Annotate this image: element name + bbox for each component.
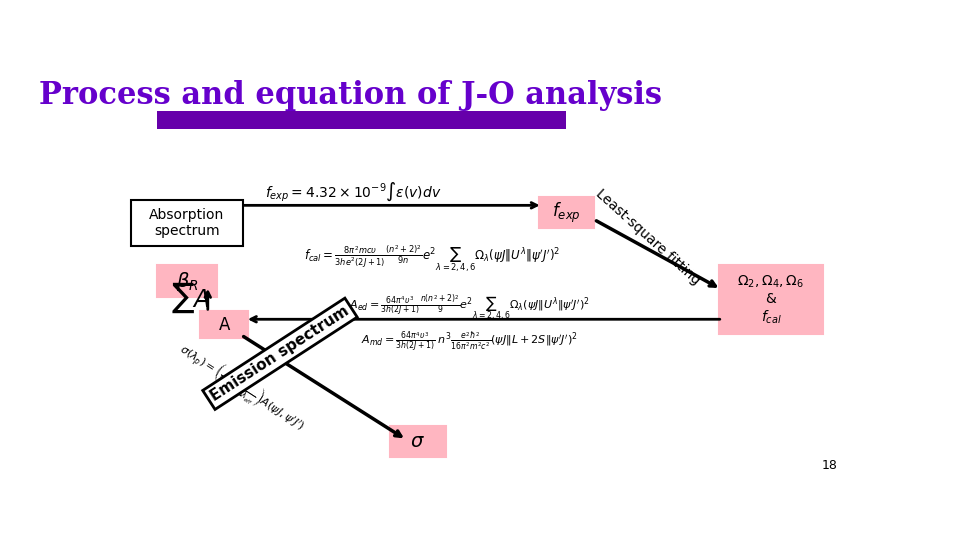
Text: $f_{exp}$: $f_{exp}$ [552, 200, 581, 225]
FancyBboxPatch shape [539, 197, 594, 228]
Text: Absorption
spectrum: Absorption spectrum [150, 208, 225, 238]
Text: $\beta_R$: $\beta_R$ [176, 269, 199, 293]
Text: $\sum A$: $\sum A$ [171, 280, 210, 315]
Text: $A_{md} = \frac{64\pi^4\upsilon^3}{3h(2J+1)}\;n^3\frac{e^2\hbar^2}{16\pi^2 m^2 c: $A_{md} = \frac{64\pi^4\upsilon^3}{3h(2J… [361, 330, 578, 353]
FancyBboxPatch shape [132, 200, 243, 246]
Text: $f_{exp} = 4.32 \times 10^{-9}\int\varepsilon(v)dv$: $f_{exp} = 4.32 \times 10^{-9}\int\varep… [265, 180, 442, 203]
Text: Process and equation of J-O analysis: Process and equation of J-O analysis [39, 80, 662, 111]
FancyBboxPatch shape [157, 111, 566, 129]
Text: Emission spectrum: Emission spectrum [208, 303, 352, 404]
FancyBboxPatch shape [157, 266, 217, 296]
Text: Least-square fitting: Least-square fitting [593, 187, 703, 288]
Text: 18: 18 [822, 460, 838, 472]
FancyBboxPatch shape [200, 311, 249, 338]
Text: $\sigma$: $\sigma$ [410, 431, 425, 450]
Text: A: A [219, 316, 229, 334]
FancyBboxPatch shape [390, 426, 445, 457]
Text: $A_{ed} = \frac{64\pi^4\upsilon^3}{3h(2J+1)}\frac{n(n^2+2)^2}{9}e^2\sum_{\lambda: $A_{ed} = \frac{64\pi^4\upsilon^3}{3h(2J… [349, 293, 590, 323]
Text: $f_{cal} = \frac{8\pi^2 mc\upsilon}{3he^2(2J+1)}\frac{(n^2+2)^2}{9n}e^2 \sum_{\l: $f_{cal} = \frac{8\pi^2 mc\upsilon}{3he^… [304, 243, 561, 274]
FancyBboxPatch shape [719, 266, 823, 334]
Text: $\sigma(\lambda_p) = \left(\frac{\lambda_p^{4}}{8\pi cn^2 \Delta\lambda_{eff}}\r: $\sigma(\lambda_p) = \left(\frac{\lambda… [175, 336, 311, 438]
Text: $\Omega_2, \Omega_4, \Omega_6$
&
$f_{cal}$: $\Omega_2, \Omega_4, \Omega_6$ & $f_{cal… [737, 273, 804, 326]
